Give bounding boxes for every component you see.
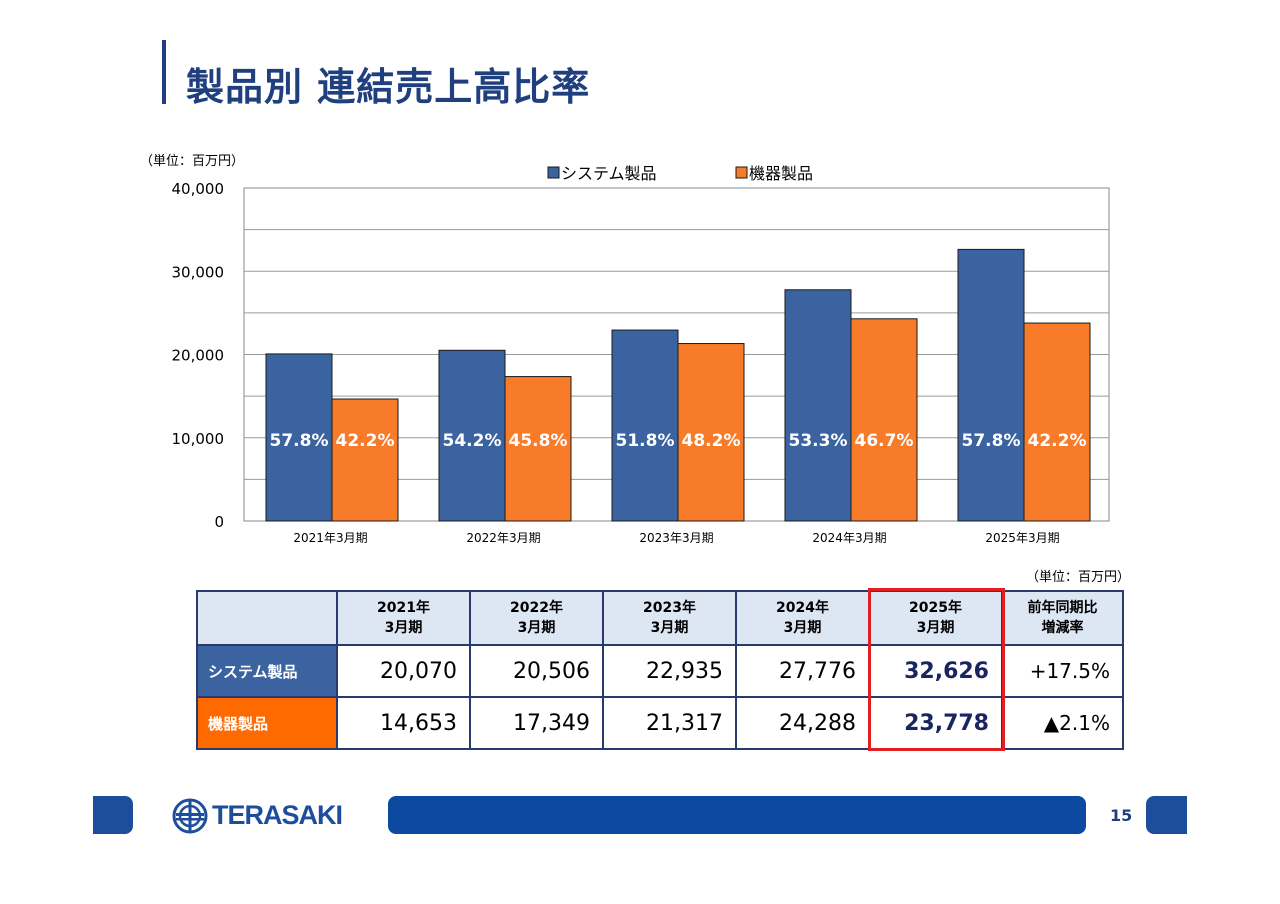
bar: [611, 329, 679, 522]
legend-label: 機器製品: [749, 164, 813, 183]
bar-data-label: 51.8%: [616, 431, 675, 451]
x-tick-label: 2024年3月期: [812, 531, 886, 545]
bar: [784, 289, 852, 522]
terasaki-logo: TERASAKI: [172, 796, 352, 836]
footer-left-bar: [93, 796, 133, 834]
bar-data-label: 53.3%: [789, 431, 848, 451]
header-cell-yoy: 前年同期比 増減率: [1001, 590, 1124, 646]
bar: [504, 376, 572, 522]
table-row: システム製品 20,070 20,506 22,935 27,776 32,62…: [196, 644, 1124, 698]
bar-data-label: 48.2%: [682, 431, 741, 451]
bar-data-label: 42.2%: [336, 431, 395, 451]
header-cell-2021: 2021年 3月期: [336, 590, 471, 646]
x-tick-label: 2023年3月期: [639, 531, 713, 545]
table-unit-label: （単位：百万円）: [1026, 570, 1131, 585]
table-cell: 17,349: [469, 696, 604, 750]
header-cell-2022: 2022年 3月期: [469, 590, 604, 646]
y-tick-label: 10,000: [172, 430, 225, 448]
table-header-row: 2021年 3月期 2022年 3月期 2023年 3月期 2024年 3月期 2025…: [196, 590, 1124, 646]
x-tick-label: 2022年3月期: [466, 531, 540, 545]
legend-swatch: [735, 166, 748, 179]
y-tick-label: 0: [214, 513, 224, 531]
table-cell-highlight: 32,626: [868, 644, 1003, 698]
bar: [331, 398, 399, 522]
highlight-box-2025: [868, 588, 1005, 751]
bar-chart: 0 10,000 20,000 30,000 40,000 57.8% 42.2% 2021年…: [172, 164, 1110, 545]
bar: [957, 248, 1025, 522]
table-cell: 21,317: [602, 696, 737, 750]
sales-table: 2021年 3月期 2022年 3月期 2023年 3月期 2024年 3月期 2025…: [196, 590, 1124, 750]
bar-data-label: 46.7%: [855, 431, 914, 451]
bar-data-label: 42.2%: [1028, 431, 1087, 451]
bar: [438, 349, 506, 522]
page-number: 15: [1110, 806, 1133, 825]
header-cell-2024: 2024年 3月期: [735, 590, 870, 646]
header-cell-empty: [196, 590, 338, 646]
y-tick-label: 30,000: [172, 263, 225, 281]
table-cell: 22,935: [602, 644, 737, 698]
bar-data-label: 57.8%: [270, 431, 329, 451]
table-cell: 20,070: [336, 644, 471, 698]
chart-unit-label: （単位：百万円）: [140, 154, 245, 169]
logo-emblem-icon: [172, 798, 208, 834]
page-title: 製品別 連結売上高比率: [186, 65, 591, 109]
footer-right-bar: [1146, 796, 1187, 834]
bar-data-label: 57.8%: [962, 431, 1021, 451]
x-tick-label: 2025年3月期: [985, 531, 1059, 545]
bar: [265, 353, 333, 522]
logo-text: TERASAKI: [212, 800, 343, 830]
x-tick-label: 2021年3月期: [293, 531, 367, 545]
header-cell-2023: 2023年 3月期: [602, 590, 737, 646]
table-cell: 20,506: [469, 644, 604, 698]
bar: [1023, 322, 1091, 522]
table-cell-change: ▲2.1%: [1001, 696, 1124, 750]
table-cell-change: +17.5%: [1001, 644, 1124, 698]
bar: [850, 318, 918, 522]
bar-data-label: 54.2%: [443, 431, 502, 451]
footer-center-bar: [388, 796, 1086, 834]
bar-data-label: 45.8%: [509, 431, 568, 451]
row-label-equipment: 機器製品: [196, 696, 338, 750]
row-label-system: システム製品: [196, 644, 338, 698]
header-cell-2025: 2025年 3月期: [868, 590, 1003, 646]
table-cell: 27,776: [735, 644, 870, 698]
y-tick-label: 20,000: [172, 347, 225, 365]
y-tick-label: 40,000: [172, 180, 225, 198]
bar: [677, 343, 745, 522]
table-cell: 14,653: [336, 696, 471, 750]
title-accent-bar: [162, 40, 166, 104]
table-cell: 24,288: [735, 696, 870, 750]
legend-swatch: [547, 166, 560, 179]
legend-label: システム製品: [561, 164, 657, 183]
